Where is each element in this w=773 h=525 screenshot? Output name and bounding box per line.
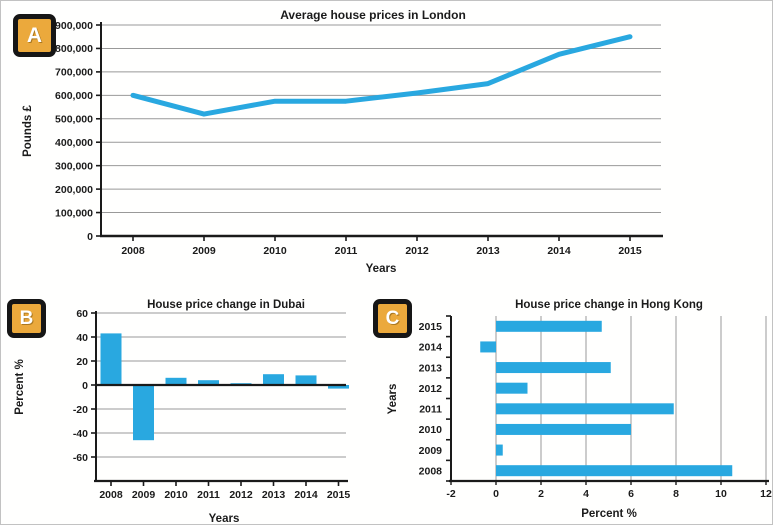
london-chart-title: Average house prices in London <box>280 8 466 22</box>
y-tick-label: 900,000 <box>55 20 93 32</box>
y-tick-label: 0 <box>82 380 88 392</box>
london-plot-area: 0 100,000 200,000 300,000 400,000 500,000 600,… <box>55 20 663 257</box>
x-tick-label: 10 <box>715 488 727 500</box>
y-tick-label: 700,000 <box>55 67 93 79</box>
x-tick-label: 2012 <box>405 245 429 257</box>
bar-2013 <box>496 362 611 374</box>
y-tick-label: 2011 <box>419 404 442 416</box>
london-line-chart: Average house prices in London Pounds £ … <box>22 8 663 275</box>
y-tick-label: 2009 <box>419 445 443 457</box>
y-tick-label: 2010 <box>419 424 443 436</box>
x-tick-label: -2 <box>446 488 455 500</box>
x-tick-label: 2008 <box>121 245 145 257</box>
x-tick-label: 2 <box>538 488 544 500</box>
x-tick-label: 2008 <box>99 489 123 501</box>
x-tick-label: 2015 <box>618 245 642 257</box>
y-tick-label: 2013 <box>419 362 443 374</box>
x-tick-label: 2013 <box>476 245 500 257</box>
bar-2015 <box>496 320 602 332</box>
bar-2014 <box>295 375 317 385</box>
x-tick-label: 12 <box>760 488 772 500</box>
x-tick-label: 2014 <box>547 245 571 257</box>
dubai-chart-title: House price change in Dubai <box>147 299 305 311</box>
hongkong-x-axis-label: Percent % <box>581 508 637 520</box>
dubai-bar-chart: House price change in Dubai Percent % Ye… <box>14 299 351 525</box>
x-tick-label: 4 <box>583 488 589 500</box>
y-tick-label: 2015 <box>419 321 443 333</box>
y-tick-label: 600,000 <box>55 90 93 102</box>
london-x-axis-label: Years <box>366 263 397 275</box>
x-tick-label: 2012 <box>229 489 253 501</box>
bar-2009 <box>133 385 154 441</box>
x-tick-label: 6 <box>628 488 634 500</box>
x-tick-label: 0 <box>493 488 499 500</box>
y-tick-label: 500,000 <box>55 114 93 126</box>
dubai-plot-area: 60 40 20 0 -20 -40 -60 2008 2009 2010 2011 2012 2013… <box>73 308 351 501</box>
y-tick-label: -60 <box>73 452 88 464</box>
y-tick-label: 800,000 <box>55 43 93 55</box>
bar-2013 <box>263 374 284 385</box>
x-tick-label: 2013 <box>262 489 286 501</box>
x-tick-label: 2010 <box>263 245 287 257</box>
bar-2008 <box>496 465 733 477</box>
y-tick-label: 0 <box>87 231 93 243</box>
y-tick-label: 2008 <box>419 465 443 477</box>
panel-c-badge: C <box>373 299 412 338</box>
y-tick-label: 300,000 <box>55 160 93 172</box>
y-tick-label: -20 <box>73 404 88 416</box>
y-tick-label: -40 <box>73 428 88 440</box>
bar-2010 <box>496 423 631 435</box>
hongkong-chart-title: House price change in Hong Kong <box>515 299 703 311</box>
bar-2012 <box>496 382 528 394</box>
hongkong-plot-area: 2015 2014 2013 2012 2011 2010 2009 2008-2 0 2 4 6 8 1… <box>419 315 772 500</box>
y-tick-label: 100,000 <box>55 207 93 219</box>
bar-2008 <box>100 333 122 385</box>
y-tick-label: 20 <box>76 356 88 368</box>
bar-2015 <box>328 385 349 389</box>
y-tick-label: 40 <box>76 332 88 344</box>
x-tick-label: 2014 <box>294 489 318 501</box>
bar-2009 <box>496 444 503 456</box>
hongkong-bar-chart: House price change in Hong Kong Years Pe… <box>387 299 772 520</box>
panel-a-badge: A <box>13 14 56 57</box>
y-tick-label: 60 <box>76 308 88 320</box>
y-tick-label: 200,000 <box>55 184 93 196</box>
y-tick-label: 2014 <box>419 342 443 354</box>
bar-2011 <box>198 380 219 385</box>
bar-2014 <box>480 341 496 353</box>
dubai-x-axis-label: Years <box>209 513 240 525</box>
x-tick-label: 8 <box>673 488 679 500</box>
london-y-axis-label: Pounds £ <box>22 105 34 157</box>
y-tick-label: 400,000 <box>55 137 93 149</box>
panel-b-badge: B <box>7 299 46 338</box>
x-tick-label: 2010 <box>164 489 188 501</box>
x-tick-label: 2011 <box>335 245 358 257</box>
dubai-y-axis-label: Percent % <box>14 359 26 415</box>
hongkong-y-axis-label: Years <box>387 384 399 415</box>
price-line-series <box>130 34 633 117</box>
x-tick-label: 2009 <box>192 245 216 257</box>
bar-2011 <box>496 403 674 415</box>
x-tick-label: 2011 <box>197 489 220 501</box>
y-tick-label: 2012 <box>419 383 443 395</box>
bar-2010 <box>165 377 187 385</box>
x-tick-label: 2009 <box>132 489 156 501</box>
x-tick-label: 2015 <box>327 489 351 501</box>
